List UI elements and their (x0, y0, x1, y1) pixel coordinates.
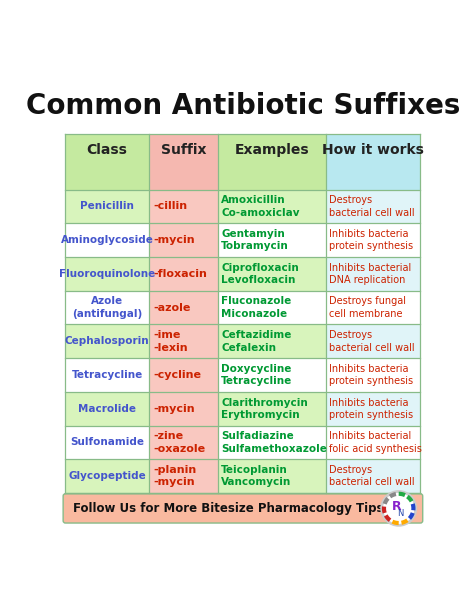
Bar (326, 459, 420, 493)
Bar (218, 134, 326, 189)
Text: Doxycycline
Tetracycline: Doxycycline Tetracycline (221, 364, 292, 386)
Bar (149, 134, 218, 189)
Text: How it works: How it works (322, 143, 424, 157)
Bar (65, 223, 149, 257)
Text: -ime
-lexin: -ime -lexin (154, 330, 188, 352)
Bar (149, 189, 218, 223)
Text: Common Antibiotic Suffixes: Common Antibiotic Suffixes (26, 92, 460, 120)
Bar (149, 358, 218, 392)
Text: Cephalosporin: Cephalosporin (65, 336, 149, 346)
Bar (65, 358, 149, 392)
Bar (149, 426, 218, 459)
Text: -cycline: -cycline (154, 370, 201, 380)
Bar (218, 291, 326, 324)
Text: -azole: -azole (154, 303, 191, 313)
Text: Examples: Examples (235, 143, 310, 157)
Text: -mycin: -mycin (154, 404, 195, 414)
Text: Ceftazidime
Cefalexin: Ceftazidime Cefalexin (221, 330, 292, 352)
Text: Destroys
bacterial cell wall: Destroys bacterial cell wall (329, 330, 415, 352)
Bar (65, 257, 149, 291)
Bar (65, 134, 149, 189)
Bar (218, 426, 326, 459)
Bar (65, 459, 149, 493)
Bar (326, 134, 420, 189)
Bar (326, 189, 420, 223)
Text: Azole
(antifungal): Azole (antifungal) (72, 297, 142, 319)
Text: Inhibits bacteria
protein synthesis: Inhibits bacteria protein synthesis (329, 364, 413, 386)
Text: Destroys
bacterial cell wall: Destroys bacterial cell wall (329, 195, 415, 218)
Bar (326, 223, 420, 257)
Text: Glycopeptide: Glycopeptide (68, 471, 146, 481)
Bar (218, 223, 326, 257)
Text: Inhibits bacteria
protein synthesis: Inhibits bacteria protein synthesis (329, 397, 413, 420)
Text: Destroys fungal
cell membrane: Destroys fungal cell membrane (329, 297, 406, 319)
Text: Follow Us for More Bitesize Pharmacology Tips: Follow Us for More Bitesize Pharmacology… (73, 502, 383, 515)
Text: Inhibits bacterial
DNA replication: Inhibits bacterial DNA replication (329, 263, 412, 285)
Bar (326, 426, 420, 459)
Text: Fluconazole
Miconazole: Fluconazole Miconazole (221, 297, 292, 319)
Bar (218, 324, 326, 358)
Bar (65, 324, 149, 358)
Bar (218, 189, 326, 223)
Bar (326, 324, 420, 358)
Text: Aminoglycoside: Aminoglycoside (61, 235, 154, 245)
Bar (326, 291, 420, 324)
Bar (149, 324, 218, 358)
Text: Teicoplanin
Vancomycin: Teicoplanin Vancomycin (221, 465, 292, 487)
Text: Sulfonamide: Sulfonamide (70, 437, 144, 448)
Bar (218, 358, 326, 392)
Bar (149, 257, 218, 291)
Text: -planin
-mycin: -planin -mycin (154, 465, 197, 487)
Text: -mycin: -mycin (154, 235, 195, 245)
Bar (149, 392, 218, 426)
Bar (218, 392, 326, 426)
Bar (65, 291, 149, 324)
Bar (65, 189, 149, 223)
Text: -floxacin: -floxacin (154, 269, 208, 279)
Bar (149, 223, 218, 257)
Text: Amoxicillin
Co-amoxiclav: Amoxicillin Co-amoxiclav (221, 195, 300, 218)
Bar (149, 459, 218, 493)
Text: Class: Class (87, 143, 128, 157)
Text: -zine
-oxazole: -zine -oxazole (154, 431, 206, 453)
Bar (218, 459, 326, 493)
Text: Penicillin: Penicillin (80, 201, 134, 211)
Bar (65, 426, 149, 459)
Text: Inhibits bacterial
folic acid synthesis: Inhibits bacterial folic acid synthesis (329, 431, 422, 453)
Bar (326, 358, 420, 392)
Text: N: N (397, 509, 403, 518)
Text: Ciprofloxacin
Levofloxacin: Ciprofloxacin Levofloxacin (221, 263, 299, 285)
Text: R: R (392, 500, 402, 513)
Bar (218, 257, 326, 291)
Circle shape (382, 491, 416, 525)
Text: Inhibits bacteria
protein synthesis: Inhibits bacteria protein synthesis (329, 229, 413, 252)
Bar (326, 257, 420, 291)
Text: Sulfadiazine
Sulfamethoxazole: Sulfadiazine Sulfamethoxazole (221, 431, 327, 453)
Text: Destroys
bacterial cell wall: Destroys bacterial cell wall (329, 465, 415, 487)
Text: Clarithromycin
Erythromycin: Clarithromycin Erythromycin (221, 397, 308, 420)
Text: Macrolide: Macrolide (78, 404, 136, 414)
Text: Tetracycline: Tetracycline (72, 370, 143, 380)
Bar (65, 392, 149, 426)
Text: Gentamyin
Tobramycin: Gentamyin Tobramycin (221, 229, 289, 252)
Text: Fluoroquinolone: Fluoroquinolone (59, 269, 155, 279)
Text: -cillin: -cillin (154, 201, 188, 211)
Bar (326, 392, 420, 426)
Bar (149, 291, 218, 324)
Text: Suffix: Suffix (161, 143, 206, 157)
FancyBboxPatch shape (63, 494, 423, 523)
